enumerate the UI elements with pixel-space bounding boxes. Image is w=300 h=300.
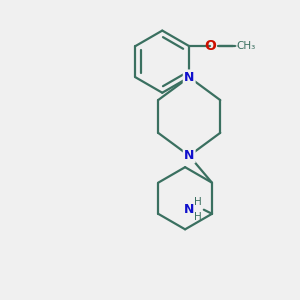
Text: methoxy: methoxy: [233, 46, 239, 47]
Text: N: N: [184, 71, 194, 84]
Text: H: H: [194, 212, 202, 222]
Text: N: N: [184, 203, 194, 216]
Text: CH₃: CH₃: [237, 41, 256, 51]
Text: methyl: methyl: [234, 45, 239, 46]
Text: O: O: [205, 39, 216, 53]
Text: N: N: [184, 149, 194, 162]
Text: H: H: [194, 197, 202, 207]
